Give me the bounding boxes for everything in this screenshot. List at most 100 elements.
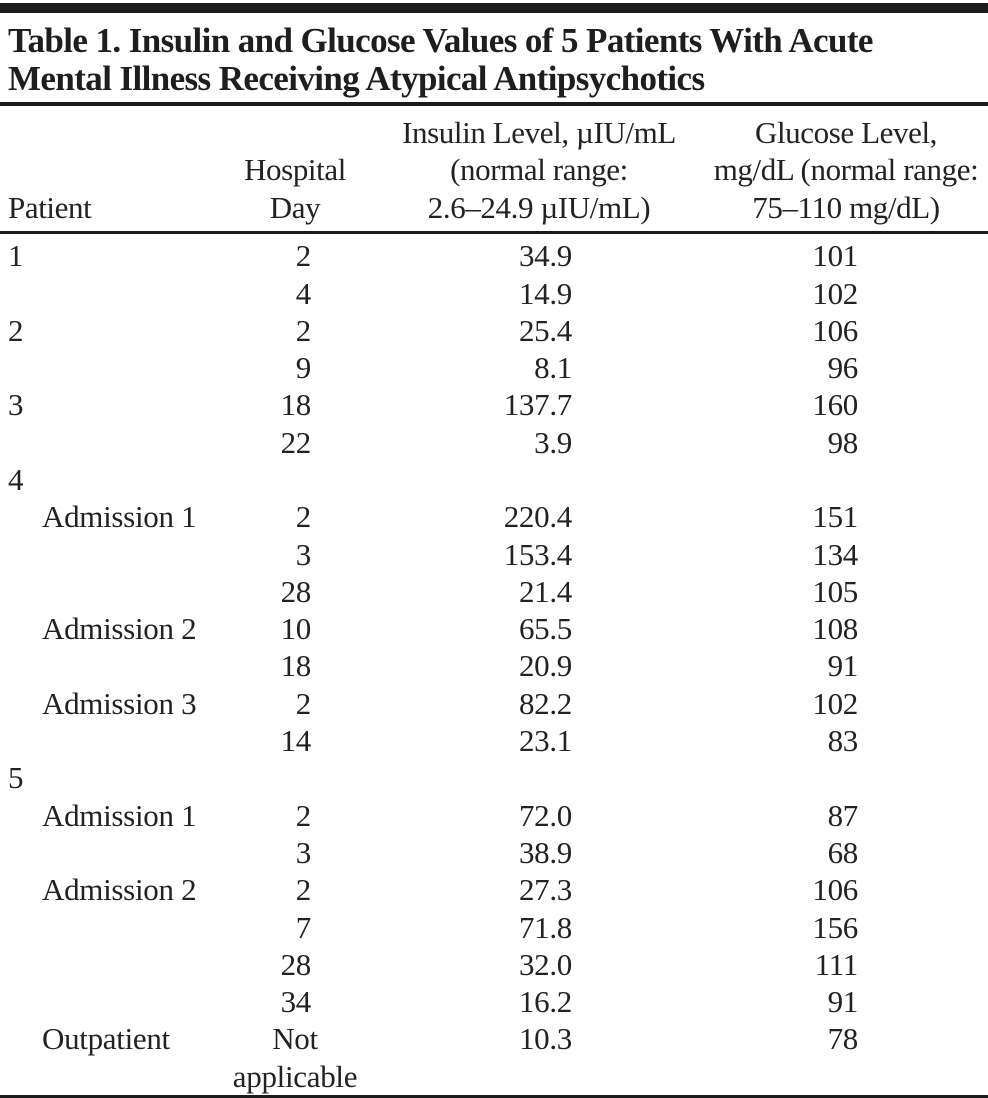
glucose-level-cell: 87 (827, 797, 859, 833)
glucose-level-cell: 108 (812, 611, 858, 647)
table-title: Table 1. Insulin and Glucose Values of 5… (8, 21, 873, 98)
col-header-glucose-level: Glucose Level, mg/dL (normal range: 75–110… (704, 106, 988, 235)
insulin-level-cell: 8.1 (534, 350, 572, 386)
table-row: 28 32.0 111 (0, 946, 988, 983)
hospital-day-cell: 2 (295, 499, 312, 535)
hospital-day-cell: 3 (295, 536, 312, 572)
patient-cell: Admission 3 (42, 685, 197, 721)
patient-cell (0, 834, 216, 871)
glucose-level-cell: 156 (812, 909, 858, 945)
insulin-level-cell: 32.0 (518, 946, 572, 982)
patient-cell: Admission 1 (42, 499, 197, 535)
hospital-day-cell: 4 (295, 275, 312, 311)
table-row: 28 21.4 105 (0, 573, 988, 610)
patient-cell: 5 (8, 760, 24, 796)
hospital-day-cell: 18 (280, 648, 312, 684)
glucose-level-cell: 105 (812, 573, 858, 609)
title-divider-rule (0, 102, 988, 106)
hospital-day-cell: 2 (295, 872, 312, 908)
glucose-level-cell: 151 (812, 499, 858, 535)
hospital-day-cell: 2 (295, 797, 312, 833)
hospital-day-cell: 2 (295, 238, 312, 274)
glucose-level-cell: 102 (812, 275, 858, 311)
glucose-level-cell: 78 (827, 1021, 859, 1057)
patient-cell: 4 (8, 462, 24, 497)
insulin-level-cell: 21.4 (518, 573, 572, 609)
insulin-level-cell: 38.9 (518, 834, 572, 870)
patient-cell (0, 424, 216, 461)
table-row: 18 20.9 91 (0, 647, 988, 684)
insulin-level-cell: 14.9 (518, 275, 572, 311)
glucose-level-cell: 102 (812, 685, 858, 721)
table-row: 14 23.1 83 (0, 722, 988, 759)
col-header-patient: Patient (0, 106, 216, 235)
patient-cell: Outpatient (42, 1021, 170, 1057)
table-header: Patient Hospital Day Insulin Level, µIU/m… (0, 106, 988, 235)
insulin-level-cell (374, 461, 704, 498)
insulin-level-cell: 65.5 (518, 611, 572, 647)
hospital-day-cell: 28 (280, 573, 312, 609)
insulin-level-cell: 16.2 (518, 984, 572, 1020)
glucose-level-cell: 106 (812, 312, 858, 348)
patient-cell: 2 (8, 312, 24, 348)
table-row: 2 2 25.4 106 (0, 312, 988, 349)
hospital-day-cell: 3 (295, 834, 312, 870)
table-row: 9 8.1 96 (0, 349, 988, 386)
insulin-level-cell: 10.3 (518, 1021, 572, 1057)
patient-cell: 3 (8, 387, 24, 423)
hospital-day-cell: 28 (280, 946, 312, 982)
table-row: 3 153.4 134 (0, 536, 988, 573)
table-row: 34 16.2 91 (0, 983, 988, 1020)
patient-cell (0, 647, 216, 684)
table-row: Admission 1 2 72.0 87 (0, 797, 988, 834)
table-row: 5 (0, 759, 988, 796)
hospital-day-cell: 9 (295, 350, 312, 386)
table-body: 1 2 34.9 101 4 14.9 102 2 2 25.4 106 9 8.1 96 3 18 137.7… (0, 233, 988, 1097)
hospital-day-cell: 7 (295, 909, 312, 945)
patient-cell: Admission 1 (42, 797, 197, 833)
glucose-level-cell: 101 (812, 238, 858, 274)
insulin-level-cell: 137.7 (503, 387, 573, 423)
insulin-level-cell (374, 759, 704, 796)
insulin-level-cell: 20.9 (518, 648, 572, 684)
patient-cell (0, 946, 216, 983)
glucose-level-cell: 91 (827, 984, 859, 1020)
glucose-level-cell: 91 (827, 648, 859, 684)
patient-cell (0, 573, 216, 610)
table-row: 22 3.9 98 (0, 424, 988, 461)
header-row: Patient Hospital Day Insulin Level, µIU/m… (0, 106, 988, 235)
insulin-level-cell: 23.1 (518, 723, 572, 759)
table-row: 3 38.9 68 (0, 834, 988, 871)
hospital-day-cell: Not applicable (232, 1021, 358, 1094)
insulin-level-cell: 82.2 (518, 685, 572, 721)
hospital-day-cell: 10 (280, 611, 312, 647)
glucose-level-cell: 98 (827, 424, 859, 460)
table-row: 1 2 34.9 101 (0, 233, 988, 275)
glucose-level-cell: 111 (814, 946, 859, 982)
table-row: Admission 2 10 65.5 108 (0, 610, 988, 647)
glucose-level-cell: 96 (827, 350, 859, 386)
hospital-day-cell: 2 (295, 312, 312, 348)
hospital-day-cell: 34 (280, 984, 312, 1020)
insulin-level-cell: 72.0 (518, 797, 572, 833)
hospital-day-cell: 18 (280, 387, 312, 423)
table-row: Admission 3 2 82.2 102 (0, 685, 988, 722)
table-row: Outpatient Not applicable 10.3 78 (0, 1020, 988, 1097)
table-row: Admission 1 2 220.4 151 (0, 498, 988, 535)
glucose-level-cell: 83 (827, 723, 859, 759)
hospital-day-cell: 22 (280, 424, 312, 460)
hospital-day-cell (216, 759, 374, 796)
patient-cell: Admission 2 (42, 611, 197, 647)
insulin-level-cell: 34.9 (518, 238, 572, 274)
hospital-day-cell: 2 (295, 685, 312, 721)
table-row: 7 71.8 156 (0, 909, 988, 946)
patient-cell: 1 (8, 238, 24, 274)
patient-cell (0, 909, 216, 946)
top-rule (0, 3, 988, 13)
insulin-level-cell: 220.4 (503, 499, 573, 535)
glucose-level-cell: 134 (812, 536, 858, 572)
patient-cell (0, 349, 216, 386)
patient-cell (0, 275, 216, 312)
table-row: Admission 2 2 27.3 106 (0, 871, 988, 908)
data-table: Patient Hospital Day Insulin Level, µIU/m… (0, 106, 988, 1098)
